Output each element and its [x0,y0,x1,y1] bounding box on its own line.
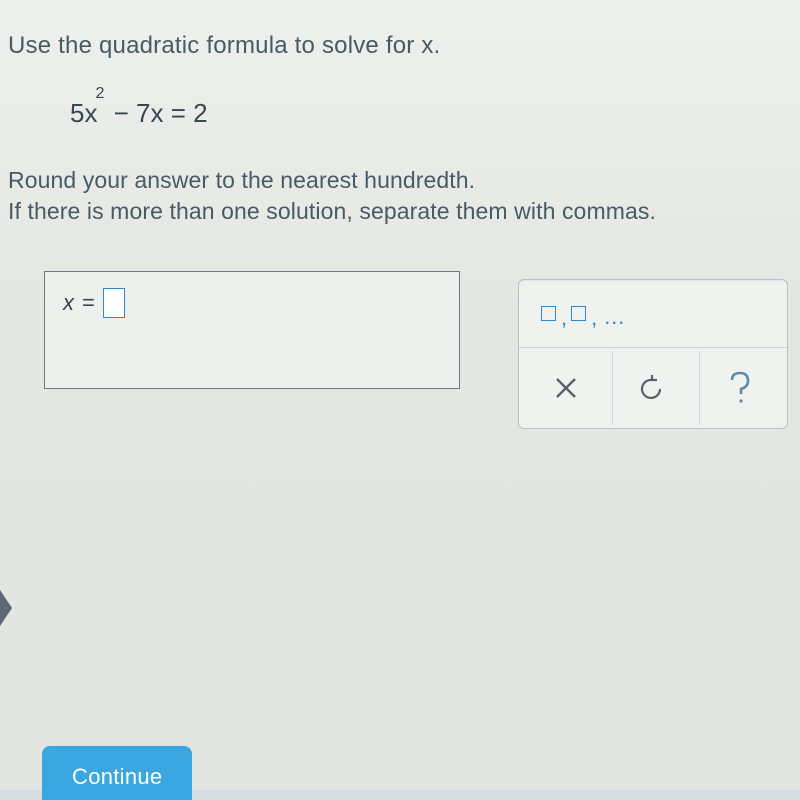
left-edge-indicator-icon [0,590,14,626]
work-row: x = , , … [44,271,800,429]
question-page: Use the quadratic formula to solve for x… [0,0,800,800]
instruction-text: Use the quadratic formula to solve for x… [8,32,800,60]
equation-mid: − 7x [106,98,163,128]
equation-term1-var: x [84,98,97,129]
list-template-button[interactable]: , , … [519,280,787,348]
equation-term1-exp: 2 [95,85,104,102]
x-icon [552,374,580,402]
undo-icon [638,373,668,403]
toolbox: , , … [518,279,788,429]
question-mark-icon [726,370,754,406]
help-button[interactable] [699,351,781,425]
placeholder-box-icon [571,306,586,321]
hint-line2: If there is more than one solution, sepa… [8,198,656,224]
answer-inner: x = [63,288,125,318]
answer-var: x [63,290,74,316]
clear-button[interactable] [525,351,607,425]
continue-button[interactable]: Continue [42,746,192,800]
answer-input[interactable] [103,288,125,318]
equation-rhs: = 2 [163,98,207,128]
equation: 5x2 − 7x = 2 [70,98,800,129]
equation-term1-coeff: 5 [70,98,84,129]
comma-icon: , [561,305,567,331]
comma-icon: , [591,305,597,331]
hint-line1: Round your answer to the nearest hundred… [8,167,475,193]
placeholder-box-icon [541,306,556,321]
ellipsis-icon: … [603,304,627,330]
answer-equals: = [82,290,95,316]
undo-button[interactable] [612,351,694,425]
toolbox-actions [519,348,787,428]
answer-box[interactable]: x = [44,271,460,389]
hint-text: Round your answer to the nearest hundred… [8,165,800,227]
